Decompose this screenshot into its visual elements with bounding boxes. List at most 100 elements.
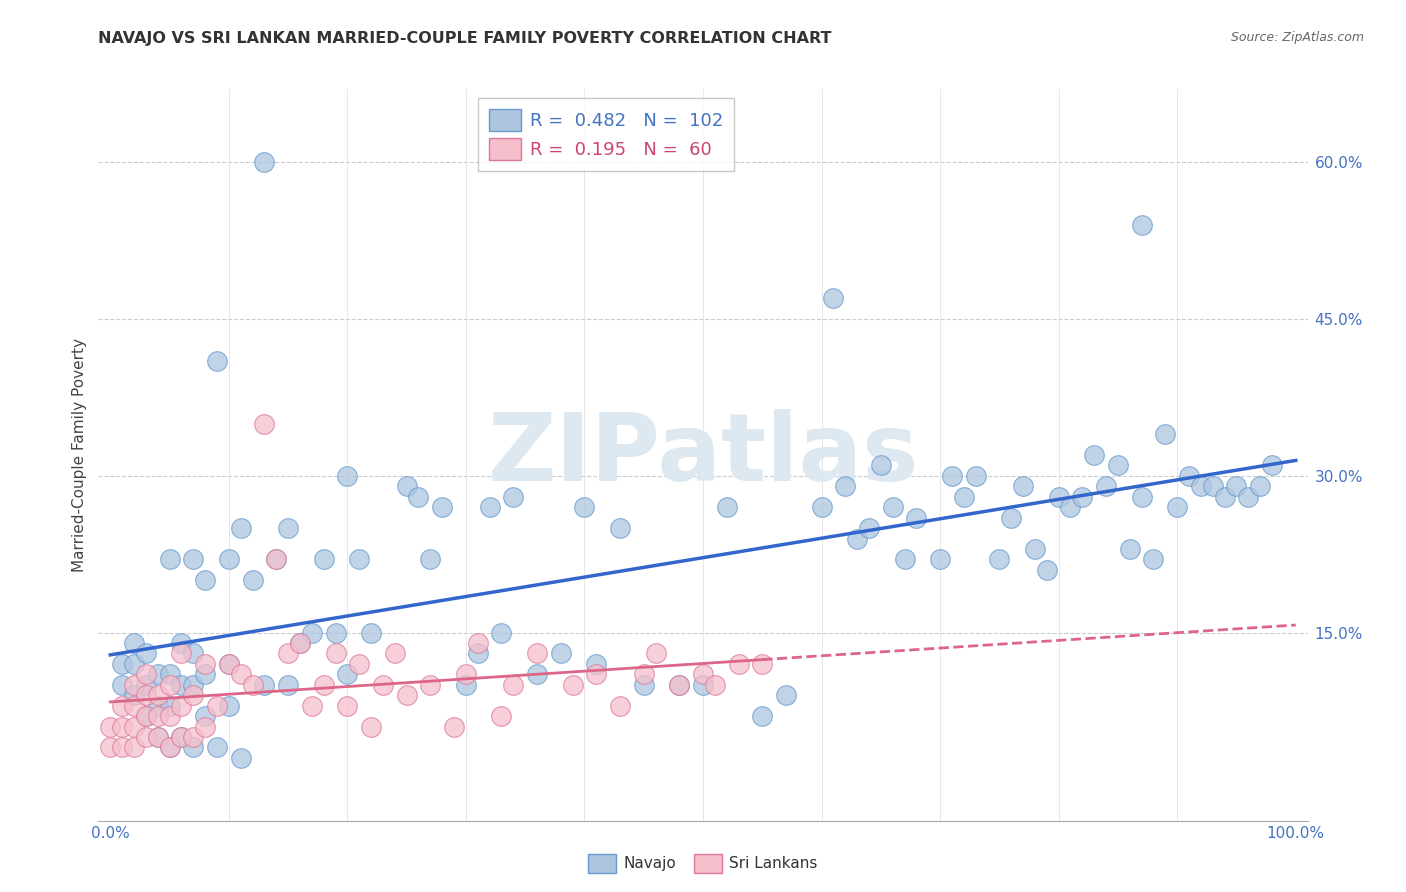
Point	[1130, 490, 1153, 504]
Point	[1142, 552, 1164, 566]
Point	[609, 521, 631, 535]
Point	[905, 510, 928, 524]
Point	[668, 678, 690, 692]
Point	[775, 688, 797, 702]
Point	[253, 417, 276, 431]
Point	[98, 720, 121, 734]
Point	[692, 678, 714, 692]
Point	[347, 552, 370, 566]
Point	[253, 155, 276, 169]
Point	[360, 720, 382, 734]
Point	[941, 468, 963, 483]
Point	[181, 678, 204, 692]
Point	[467, 647, 489, 661]
Point	[703, 678, 725, 692]
Point	[135, 647, 157, 661]
Point	[716, 500, 738, 515]
Point	[408, 490, 430, 504]
Point	[491, 625, 513, 640]
Point	[467, 636, 489, 650]
Point	[1000, 510, 1022, 524]
Point	[454, 667, 477, 681]
Point	[277, 678, 299, 692]
Point	[491, 709, 513, 723]
Point	[170, 730, 193, 744]
Point	[194, 657, 217, 671]
Point	[277, 647, 299, 661]
Point	[1213, 490, 1236, 504]
Point	[159, 678, 181, 692]
Point	[122, 636, 145, 650]
Point	[288, 636, 311, 650]
Point	[146, 709, 169, 723]
Point	[181, 730, 204, 744]
Point	[111, 657, 134, 671]
Point	[159, 667, 181, 681]
Text: ZIPatlas: ZIPatlas	[488, 409, 918, 501]
Point	[146, 667, 169, 681]
Point	[869, 458, 891, 473]
Point	[218, 552, 240, 566]
Point	[692, 667, 714, 681]
Point	[170, 730, 193, 744]
Point	[325, 625, 347, 640]
Point	[122, 657, 145, 671]
Point	[159, 740, 181, 755]
Point	[644, 647, 666, 661]
Point	[111, 698, 134, 713]
Point	[146, 730, 169, 744]
Point	[1154, 427, 1177, 442]
Point	[264, 552, 287, 566]
Y-axis label: Married-Couple Family Poverty: Married-Couple Family Poverty	[72, 338, 87, 572]
Point	[242, 574, 264, 588]
Point	[122, 698, 145, 713]
Point	[122, 678, 145, 692]
Point	[727, 657, 749, 671]
Point	[395, 688, 418, 702]
Point	[218, 657, 240, 671]
Point	[347, 657, 370, 671]
Point	[135, 730, 157, 744]
Point	[146, 688, 169, 702]
Point	[1202, 479, 1225, 493]
Text: Source: ZipAtlas.com: Source: ZipAtlas.com	[1230, 31, 1364, 45]
Point	[170, 636, 193, 650]
Point	[965, 468, 987, 483]
Point	[159, 740, 181, 755]
Point	[1130, 218, 1153, 232]
Point	[122, 720, 145, 734]
Point	[633, 678, 655, 692]
Point	[454, 678, 477, 692]
Point	[585, 667, 607, 681]
Point	[751, 709, 773, 723]
Point	[1237, 490, 1260, 504]
Point	[111, 678, 134, 692]
Point	[952, 490, 974, 504]
Point	[1024, 541, 1046, 556]
Point	[834, 479, 856, 493]
Point	[135, 678, 157, 692]
Point	[1249, 479, 1271, 493]
Text: NAVAJO VS SRI LANKAN MARRIED-COUPLE FAMILY POVERTY CORRELATION CHART: NAVAJO VS SRI LANKAN MARRIED-COUPLE FAMI…	[98, 31, 832, 46]
Point	[1071, 490, 1094, 504]
Point	[205, 354, 228, 368]
Point	[194, 574, 217, 588]
Point	[419, 552, 441, 566]
Point	[988, 552, 1011, 566]
Point	[229, 667, 252, 681]
Point	[633, 667, 655, 681]
Point	[585, 657, 607, 671]
Point	[432, 500, 454, 515]
Point	[668, 678, 690, 692]
Point	[609, 698, 631, 713]
Point	[360, 625, 382, 640]
Point	[419, 678, 441, 692]
Point	[336, 667, 359, 681]
Point	[312, 678, 335, 692]
Point	[159, 698, 181, 713]
Point	[98, 740, 121, 755]
Point	[1047, 490, 1070, 504]
Point	[301, 698, 323, 713]
Point	[882, 500, 904, 515]
Point	[395, 479, 418, 493]
